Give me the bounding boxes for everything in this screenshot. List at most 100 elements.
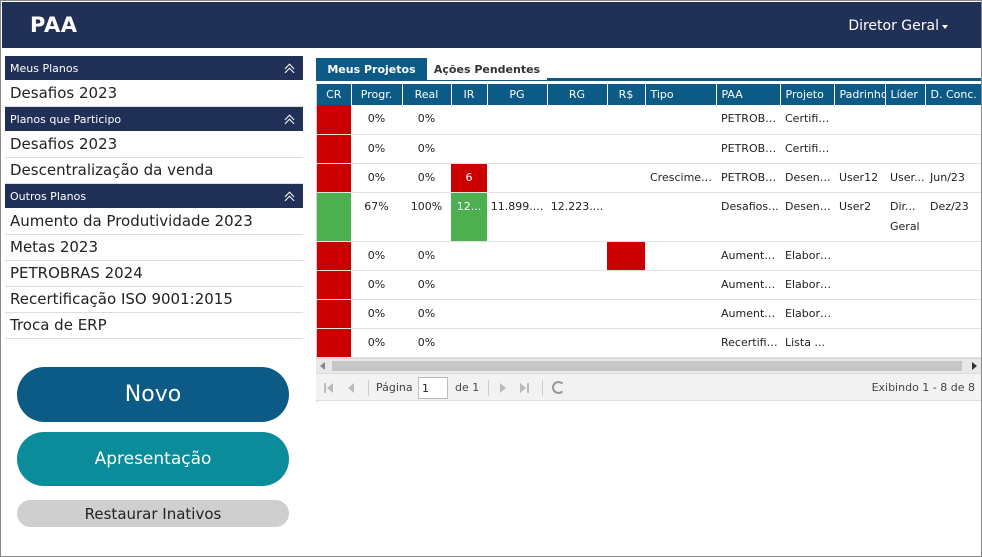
- column-header[interactable]: Real: [402, 84, 452, 105]
- ir-cell: [451, 270, 487, 300]
- dconc-cell: [925, 241, 981, 271]
- apresentacao-button[interactable]: Apresentação: [17, 432, 289, 486]
- section-header-planos-que-participo[interactable]: Planos que Participo: [5, 107, 303, 132]
- section-header-meus-planos[interactable]: Meus Planos: [5, 56, 303, 81]
- lider-cell: [885, 105, 925, 135]
- plan-item[interactable]: Desafios 2023: [5, 81, 303, 107]
- lider-cell: [885, 270, 925, 300]
- table-row[interactable]: 0%0% Aumento...Elaborar...: [317, 270, 981, 300]
- section-header-outros-planos[interactable]: Outros Planos: [5, 184, 303, 209]
- projeto-cell: Elaborar...: [780, 241, 834, 271]
- tipo-cell: [645, 134, 716, 164]
- refresh-icon[interactable]: [552, 381, 565, 394]
- projeto-cell: Elaborar...: [780, 270, 834, 300]
- column-header[interactable]: Projeto: [780, 84, 835, 105]
- column-header[interactable]: PG: [487, 84, 548, 105]
- user-menu[interactable]: Diretor Geral: [848, 18, 948, 34]
- app-title: PAA: [30, 13, 78, 37]
- collapse-icon[interactable]: [283, 112, 297, 126]
- column-header[interactable]: CR: [317, 84, 352, 105]
- column-header[interactable]: IR: [451, 84, 488, 105]
- padrinho-cell: [834, 134, 885, 164]
- real-cell: 100%: [402, 192, 451, 242]
- plan-item[interactable]: Descentralização da venda: [5, 158, 303, 184]
- lider-cell: [885, 134, 925, 164]
- real-cell: 0%: [402, 134, 451, 164]
- plan-item[interactable]: Desafios 2023: [5, 132, 303, 158]
- pager: Página de 1 Exibindo 1 - 8 de 8: [316, 373, 981, 401]
- rg-cell: [547, 134, 607, 164]
- horizontal-scrollbar[interactable]: [316, 358, 981, 373]
- table-row[interactable]: 0%0% Aumento...Elaborar...: [317, 299, 981, 329]
- real-cell: 0%: [402, 328, 451, 358]
- plan-item[interactable]: Metas 2023: [5, 235, 303, 261]
- scroll-right-icon[interactable]: [972, 362, 977, 370]
- real-cell: 0%: [402, 163, 451, 193]
- rg-cell: [547, 299, 607, 329]
- plan-item[interactable]: PETROBRAS 2024: [5, 261, 303, 287]
- collapse-icon[interactable]: [283, 61, 297, 75]
- pager-info: Exibindo 1 - 8 de 8: [871, 381, 975, 394]
- section-title: Outros Planos: [10, 189, 87, 203]
- tab-acoes-pendentes[interactable]: Ações Pendentes: [427, 58, 547, 80]
- paa-cell: Aumento...: [716, 299, 780, 329]
- projeto-cell: Lista ...: [780, 328, 834, 358]
- column-header[interactable]: Tipo: [645, 84, 717, 105]
- sidebar: Meus Planos Desafios 2023 Planos que Par…: [5, 56, 303, 339]
- table-row[interactable]: 0%0% Aumento...Elaborar...: [317, 241, 981, 271]
- grid-header-row: CR Progr. Real IR PG RG R$ Tipo PAA Proj…: [317, 84, 981, 105]
- padrinho-cell: [834, 299, 885, 329]
- column-header[interactable]: Líder: [885, 84, 926, 105]
- divider: [542, 380, 543, 396]
- rs-cell: [607, 105, 645, 135]
- scroll-left-icon[interactable]: [320, 362, 325, 370]
- table-row[interactable]: 0%0% PETROBRAS...Certificação...: [317, 105, 981, 135]
- dconc-cell: [925, 299, 981, 329]
- ir-cell: [451, 299, 487, 329]
- column-header[interactable]: PAA: [716, 84, 781, 105]
- table-row[interactable]: 67% 100% 12... 11.899.... 12.223.... Desafios…: [317, 192, 981, 242]
- plan-item[interactable]: Aumento da Produtividade 2023: [5, 209, 303, 235]
- ir-cell: [451, 328, 487, 358]
- pg-cell: [487, 328, 547, 358]
- tipo-cell: [645, 105, 716, 135]
- section-title: Meus Planos: [10, 61, 79, 75]
- progress-cell: 0%: [351, 299, 402, 329]
- table-row[interactable]: 0%0% Recertificação...Lista ...: [317, 328, 981, 358]
- column-header[interactable]: RG: [547, 84, 608, 105]
- first-page-icon[interactable]: [324, 383, 334, 393]
- scrollbar-thumb[interactable]: [332, 361, 962, 371]
- table-row[interactable]: 0%0% PETROBRAS...Certificação...: [317, 134, 981, 164]
- projeto-cell: Elaborar...: [780, 299, 834, 329]
- progress-cell: 0%: [351, 270, 402, 300]
- dconc-cell: [925, 134, 981, 164]
- column-header[interactable]: Progr.: [351, 84, 403, 105]
- column-header[interactable]: Padrinho: [834, 84, 886, 105]
- projects-grid: CR Progr. Real IR PG RG R$ Tipo PAA Proj…: [316, 84, 981, 402]
- column-header[interactable]: D. Conc.: [925, 84, 981, 105]
- pg-cell: [487, 270, 547, 300]
- plan-item[interactable]: Troca de ERP: [5, 313, 303, 339]
- ir-cell: 12...: [451, 192, 487, 242]
- cr-status-cell: [317, 163, 351, 193]
- next-page-icon[interactable]: [498, 383, 508, 393]
- last-page-icon[interactable]: [520, 383, 530, 393]
- ir-cell: 6: [451, 163, 487, 193]
- novo-button[interactable]: Novo: [17, 367, 289, 422]
- table-row[interactable]: 0%0%6Crescimento...PETROBRAS...Desenvolv…: [317, 163, 981, 193]
- projeto-cell: Certificação...: [780, 134, 834, 164]
- rs-cell: [607, 192, 645, 242]
- tab-meus-projetos[interactable]: Meus Projetos: [316, 58, 427, 80]
- column-header[interactable]: R$: [607, 84, 646, 105]
- user-menu-label: Diretor Geral: [848, 18, 939, 34]
- lider-cell: [885, 241, 925, 271]
- tipo-cell: Crescimento...: [645, 163, 716, 193]
- rs-cell: [607, 270, 645, 300]
- restaurar-inativos-button[interactable]: Restaurar Inativos: [17, 500, 289, 527]
- rs-cell: [607, 241, 645, 271]
- collapse-icon[interactable]: [283, 189, 297, 203]
- prev-page-icon[interactable]: [346, 383, 356, 393]
- page-number-input[interactable]: [418, 377, 448, 399]
- plan-item[interactable]: Recertificação ISO 9001:2015: [5, 287, 303, 313]
- lider-text: Dir... Geral: [890, 199, 920, 233]
